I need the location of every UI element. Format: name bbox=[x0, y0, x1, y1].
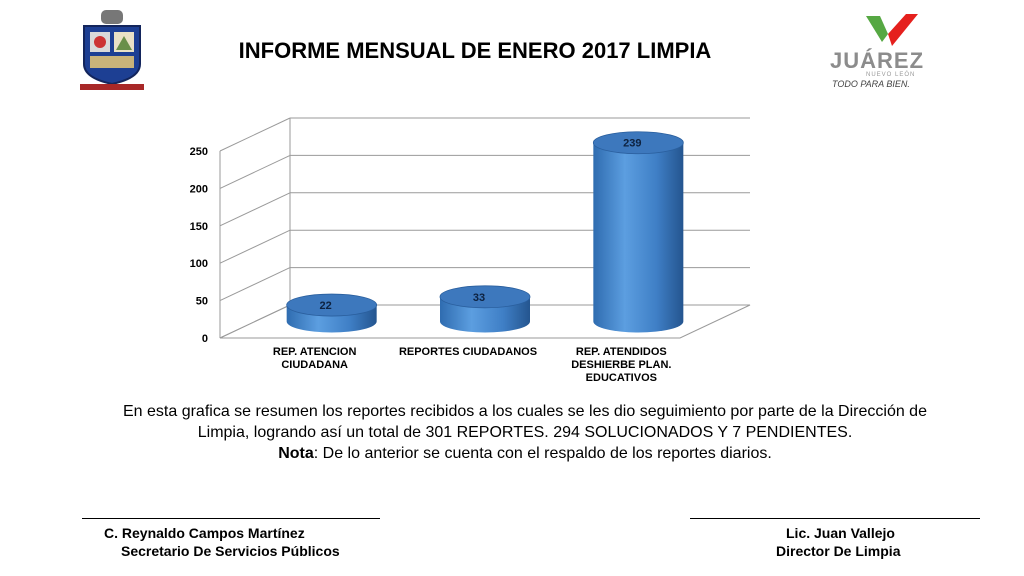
chart-floor bbox=[219, 304, 751, 339]
x-category-label: REP. ATENCION bbox=[273, 346, 357, 358]
y-tick-label: 50 bbox=[196, 296, 208, 308]
signature-left-name: C. Reynaldo Campos Martínez bbox=[104, 525, 305, 541]
y-tick-label: 250 bbox=[190, 146, 208, 158]
description-note: Nota: De lo anterior se cuenta con el re… bbox=[60, 443, 990, 464]
data-label-2: 33 bbox=[473, 292, 485, 304]
y-tick-label: 150 bbox=[190, 221, 208, 233]
juarez-mark-icon bbox=[866, 14, 918, 46]
y-tick-label: 200 bbox=[190, 183, 208, 195]
signature-left-role: Secretario De Servicios Públicos bbox=[121, 543, 340, 559]
logo-wordmark: JUÁREZ bbox=[830, 48, 925, 73]
signature-right-role: Director De Limpia bbox=[776, 543, 901, 559]
signature-line-left bbox=[82, 518, 380, 519]
juarez-logo: JUÁREZ NUEVO LEÓN TODO PARA BIEN. bbox=[826, 12, 944, 90]
bar-2 bbox=[439, 285, 531, 333]
logo-tagline: TODO PARA BIEN. bbox=[832, 79, 910, 89]
chart-description: En esta grafica se resumen los reportes … bbox=[60, 401, 990, 464]
gridline-side bbox=[219, 229, 291, 264]
bar-top bbox=[286, 293, 378, 317]
x-category-label: CIUDADANA bbox=[281, 359, 348, 371]
description-line-2: Limpia, logrando así un total de 301 REP… bbox=[197, 424, 853, 441]
gridline-side bbox=[219, 117, 291, 152]
logo-subtitle: NUEVO LEÓN bbox=[866, 72, 916, 78]
gridline-side bbox=[219, 154, 291, 189]
data-label-1: 22 bbox=[320, 300, 332, 312]
description-line-1: En esta grafica se resumen los reportes … bbox=[123, 403, 927, 420]
x-category-label: REP. ATENDIDOS bbox=[576, 346, 667, 358]
x-category-label: REPORTES CIUDADANOS bbox=[399, 346, 537, 358]
y-tick-label: 100 bbox=[190, 258, 208, 270]
x-category-label: EDUCATIVOS bbox=[586, 372, 657, 384]
note-label: Nota bbox=[278, 445, 314, 462]
bar-top bbox=[439, 285, 531, 309]
signature-line-right bbox=[690, 518, 980, 519]
page-title: INFORME MENSUAL DE ENERO 2017 LIMPIA bbox=[238, 38, 712, 63]
bar-3 bbox=[592, 131, 684, 333]
bar-1 bbox=[286, 293, 378, 333]
x-category-label: DESHIERBE PLAN. bbox=[571, 359, 671, 371]
gridline-side bbox=[219, 267, 291, 302]
note-text: : De lo anterior se cuenta con el respal… bbox=[313, 445, 772, 462]
data-label-3: 239 bbox=[623, 138, 641, 150]
coat-of-arms-logo bbox=[80, 10, 144, 90]
bar-top bbox=[592, 131, 684, 155]
signature-right-name: Lic. Juan Vallejo bbox=[786, 525, 895, 541]
y-tick-label: 0 bbox=[202, 333, 208, 345]
bar-body bbox=[593, 142, 684, 333]
gridline-side bbox=[219, 192, 291, 227]
